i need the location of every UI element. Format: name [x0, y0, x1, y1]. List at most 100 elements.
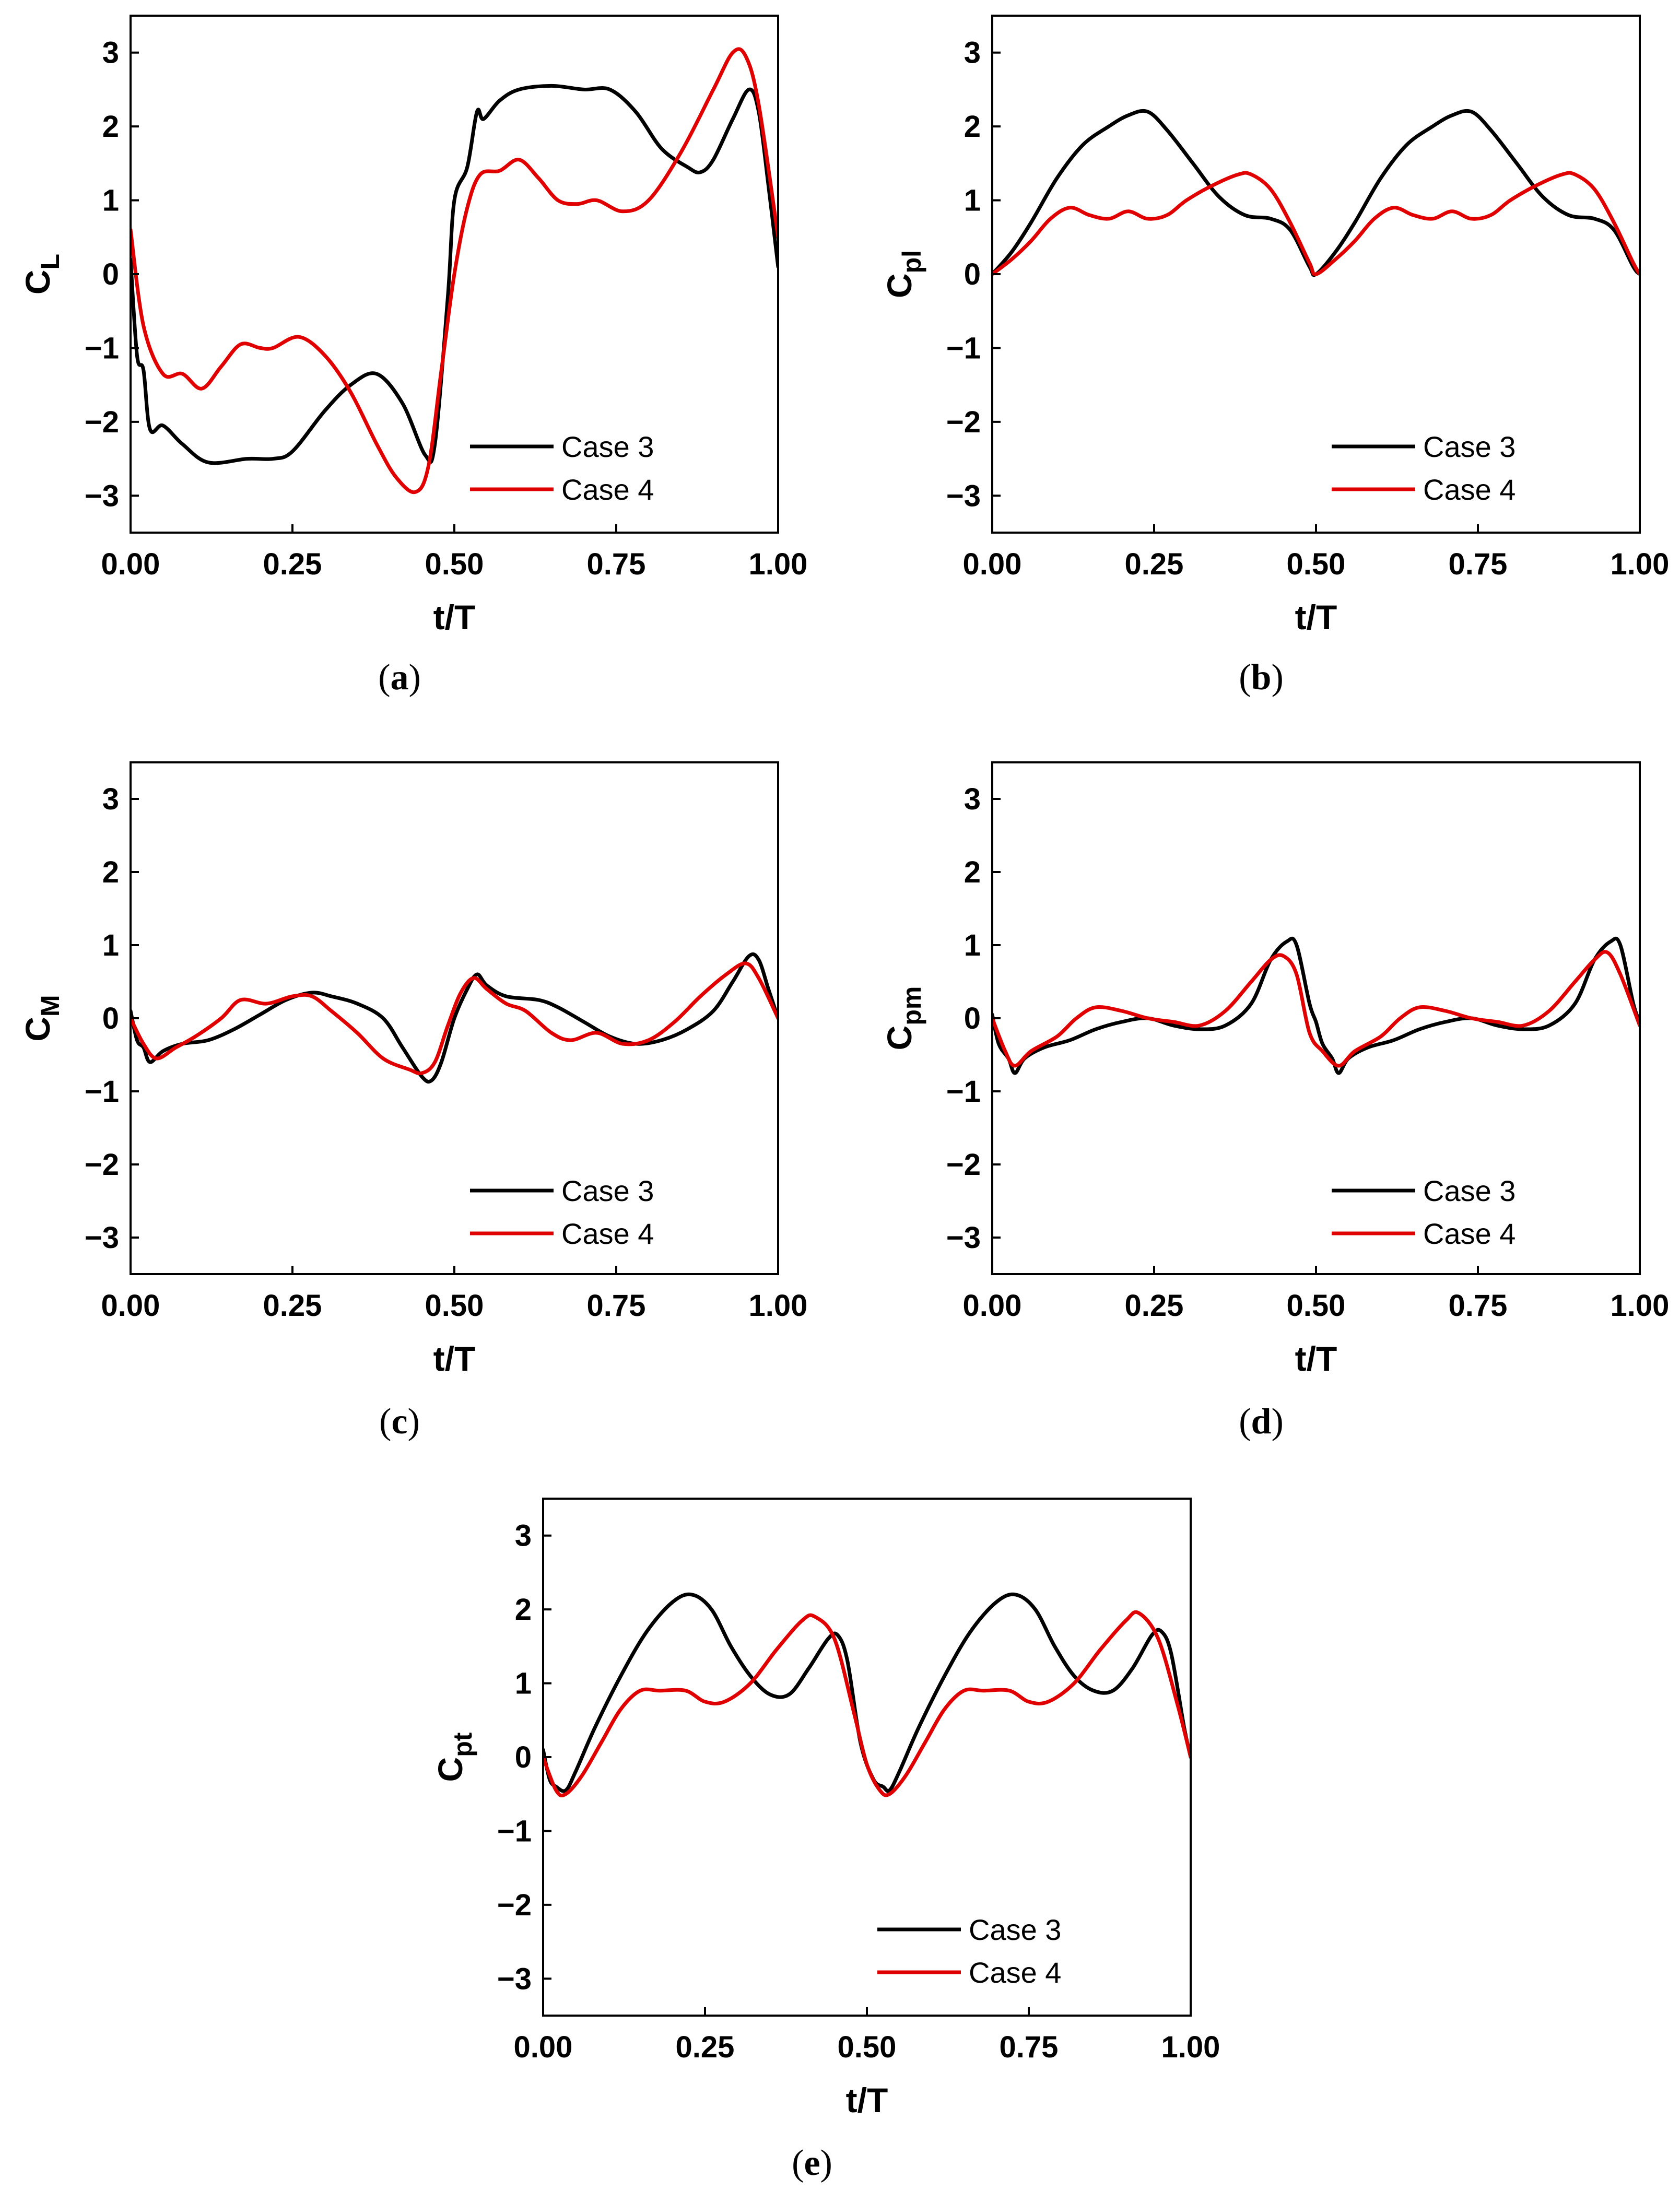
- x-tick-label: 0.25: [1125, 1289, 1184, 1323]
- x-tick-label: 0.00: [101, 1289, 160, 1323]
- legend-label: Case 3: [1423, 1174, 1515, 1207]
- y-tick-label: −2: [497, 1888, 532, 1922]
- plot-frame: [542, 1498, 1192, 2017]
- panel-caption: (b): [1239, 657, 1284, 698]
- x-tick-label: 0.75: [1449, 547, 1508, 581]
- y-axis-title: Cpm: [880, 986, 926, 1051]
- y-tick-label: 0: [515, 1740, 532, 1774]
- series-line-case-3: [992, 936, 1640, 1075]
- y-tick-label: −3: [85, 1221, 119, 1255]
- panel-e: 0.00 0.25 0.50 0.75 1.00 −3 −2 −1 0 1 2 3 t/T Cpt Case…: [431, 1498, 1220, 2183]
- panel-caption: (a): [378, 657, 421, 698]
- panel-caption: (e): [792, 2143, 832, 2183]
- x-tick-label: 0.00: [963, 547, 1022, 581]
- x-tick-label: 0.00: [963, 1289, 1022, 1323]
- y-tick-label: 1: [515, 1667, 532, 1701]
- y-tick-label: 0: [964, 257, 981, 291]
- x-axis-title: t/T: [1295, 598, 1337, 637]
- legend-label: Case 3: [561, 1174, 654, 1207]
- x-tick-label: 0.50: [1287, 1289, 1346, 1323]
- y-tick-label: −3: [946, 1221, 981, 1255]
- legend-label: Case 4: [561, 473, 654, 506]
- x-tick-label: 1.00: [1611, 547, 1670, 581]
- x-tick-label: 1.00: [749, 1289, 808, 1323]
- x-tick-label: 0.75: [1000, 2030, 1059, 2064]
- panel-c: 0.00 0.25 0.50 0.75 1.00 −3 −2 −1 0 1 2 3 t/T CM Case …: [18, 761, 808, 1442]
- y-tick-label: 1: [102, 928, 119, 962]
- legend-label: Case 4: [561, 1217, 654, 1250]
- y-axis-title: CM: [18, 995, 65, 1041]
- series-line-case-4: [992, 950, 1640, 1068]
- series-line-case-4: [992, 171, 1640, 276]
- y-tick-label: 1: [102, 184, 119, 218]
- y-tick-label: −3: [85, 479, 119, 513]
- x-tick-label: 1.00: [1161, 2030, 1220, 2064]
- y-tick-label: 0: [102, 257, 119, 291]
- y-tick-label: 3: [964, 782, 981, 816]
- panel-caption: (d): [1239, 1402, 1284, 1442]
- x-tick-label: 0.25: [263, 1289, 322, 1323]
- x-tick-label: 0.50: [425, 547, 484, 581]
- x-tick-label: 0.75: [587, 547, 646, 581]
- y-axis-title: CL: [18, 254, 65, 295]
- y-tick-label: 1: [964, 184, 981, 218]
- x-tick-label: 0.50: [1287, 547, 1346, 581]
- y-tick-label: −2: [85, 405, 119, 439]
- legend-label: Case 4: [1423, 473, 1515, 506]
- legend-label: Case 3: [1423, 430, 1515, 463]
- y-tick-label: 2: [964, 855, 981, 889]
- series-line-case-4: [131, 961, 778, 1076]
- y-tick-label: 1: [964, 928, 981, 962]
- series-line-case-3: [992, 109, 1640, 277]
- y-tick-label: −1: [497, 1814, 532, 1848]
- x-tick-label: 1.00: [1611, 1289, 1670, 1323]
- legend-label: Case 4: [969, 1956, 1061, 1989]
- y-tick-label: −1: [946, 1075, 981, 1109]
- x-tick-label: 0.75: [1449, 1289, 1508, 1323]
- y-tick-label: 2: [964, 110, 981, 144]
- series-line-case-3: [131, 952, 778, 1084]
- x-tick-label: 0.00: [514, 2030, 573, 2064]
- y-tick-label: 3: [964, 36, 981, 70]
- x-tick-label: 1.00: [749, 547, 808, 581]
- y-tick-label: 0: [964, 1002, 981, 1035]
- y-tick-label: 3: [102, 36, 119, 70]
- y-axis-title: Cpl: [880, 250, 926, 298]
- x-axis-title: t/T: [1295, 1339, 1337, 1378]
- y-axis-title: Cpt: [431, 1732, 477, 1782]
- panel-b: 0.00 0.25 0.50 0.75 1.00 −3 −2 −1 0 1 2 3 t/T Cpl Case…: [880, 15, 1670, 698]
- panel-d: 0.00 0.25 0.50 0.75 1.00 −3 −2 −1 0 1 2 3 t/T Cpm Case…: [880, 761, 1670, 1442]
- y-tick-label: −2: [85, 1148, 119, 1182]
- y-tick-label: 2: [515, 1593, 532, 1627]
- x-tick-label: 0.25: [1125, 547, 1184, 581]
- x-tick-label: 0.25: [263, 547, 322, 581]
- y-tick-label: −1: [85, 1075, 119, 1109]
- x-axis-title: t/T: [846, 2081, 888, 2120]
- y-tick-label: −1: [85, 331, 119, 365]
- x-tick-label: 0.00: [101, 547, 160, 581]
- y-tick-label: −2: [946, 405, 981, 439]
- legend-label: Case 4: [1423, 1217, 1515, 1250]
- y-tick-label: −3: [946, 479, 981, 513]
- y-tick-label: 3: [102, 782, 119, 816]
- series-line-case-3: [131, 84, 778, 465]
- series-line-case-4: [131, 47, 778, 494]
- x-axis-title: t/T: [433, 598, 476, 637]
- y-tick-label: 0: [102, 1002, 119, 1035]
- x-tick-label: 0.50: [425, 1289, 484, 1323]
- legend-label: Case 3: [561, 430, 654, 463]
- panel-a: 0.00 0.25 0.50 0.75 1.00 −3 −2 −1 0 1 2 3 t/T CL Case …: [18, 15, 808, 698]
- y-tick-label: −2: [946, 1148, 981, 1182]
- panel-caption: (c): [379, 1402, 420, 1442]
- y-tick-label: −3: [497, 1962, 532, 1996]
- x-axis-title: t/T: [433, 1339, 476, 1378]
- legend-label: Case 3: [969, 1913, 1061, 1946]
- series-line-case-4: [543, 1610, 1191, 1798]
- y-tick-label: −1: [946, 331, 981, 365]
- y-tick-label: 2: [102, 855, 119, 889]
- x-tick-label: 0.50: [838, 2030, 897, 2064]
- x-tick-label: 0.25: [676, 2030, 735, 2064]
- y-tick-label: 2: [102, 110, 119, 144]
- x-tick-label: 0.75: [587, 1289, 646, 1323]
